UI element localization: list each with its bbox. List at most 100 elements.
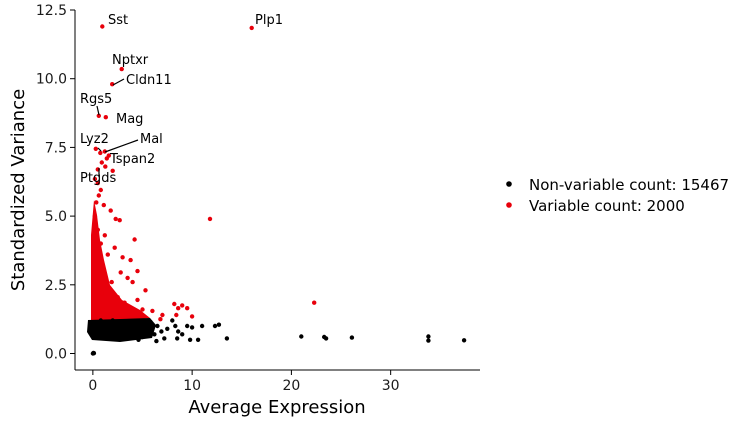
non-variable-point	[120, 326, 125, 331]
non-variable-point	[113, 329, 118, 334]
variable-point	[93, 146, 99, 151]
non-variable-point	[189, 325, 195, 330]
non-variable-point	[299, 334, 304, 339]
legend-dot-non-variable	[506, 181, 512, 187]
variable-point	[174, 312, 179, 318]
non-variable-point	[145, 323, 150, 329]
variable-point	[107, 312, 112, 318]
non-variable-point	[91, 351, 97, 356]
variable-point	[95, 180, 101, 186]
y-tick-label: 0.0	[45, 347, 67, 363]
non-variable-point	[165, 326, 170, 331]
variable-point	[98, 150, 103, 156]
non-variable-point	[155, 323, 160, 329]
non-variable-point	[180, 332, 185, 337]
legend-dot-variable	[506, 202, 512, 208]
y-tick-label: 10.0	[36, 72, 67, 88]
non-variable-point	[130, 323, 135, 329]
gene-label-rgs5: Rgs5	[80, 92, 112, 107]
non-variable-point	[98, 318, 104, 323]
variable-point	[180, 303, 185, 308]
variable-point	[158, 317, 163, 322]
non-variable-point	[187, 337, 193, 342]
non-variable-point	[93, 321, 99, 326]
gene-label-plp1: Plp1	[255, 13, 283, 28]
legend-label-non-variable: Non-variable count: 15467	[529, 176, 729, 194]
y-tick-label: 7.5	[45, 140, 67, 156]
non-variable-point	[108, 326, 113, 331]
variable-point	[117, 218, 122, 223]
axis-ticks: 0 10 20 30 0.0 2.5 5.0 7.5 10.0 12.5	[36, 3, 400, 394]
non-variable-point	[140, 334, 145, 340]
x-tick-label: 30	[382, 378, 400, 394]
variable-point	[120, 255, 125, 260]
non-variable-point	[426, 334, 431, 339]
gene-label-mag: Mag	[116, 112, 143, 127]
non-variable-point	[148, 319, 153, 325]
x-tick-label: 0	[88, 378, 97, 394]
non-variable-point	[102, 332, 108, 337]
gene-label-lyz2: Lyz2	[80, 132, 109, 147]
non-variable-point	[154, 338, 159, 344]
leader-line	[112, 78, 125, 86]
non-variable-point	[159, 329, 164, 334]
non-variable-point	[170, 318, 175, 323]
variable-point	[119, 66, 124, 72]
variable-point	[189, 314, 195, 319]
variable-point	[115, 295, 120, 300]
variable-point	[135, 268, 140, 274]
non-variable-point	[173, 323, 178, 329]
variable-point	[143, 288, 148, 293]
x-axis-title: Average Expression	[188, 397, 365, 418]
leader-line	[104, 139, 139, 153]
variable-dense-region	[91, 200, 150, 330]
non-variable-point	[195, 337, 201, 342]
legend-label-variable: Variable count: 2000	[529, 197, 685, 215]
variable-point	[94, 200, 99, 205]
variable-point	[140, 307, 145, 312]
variable-point	[249, 25, 254, 31]
variable-point	[110, 168, 115, 173]
gene-label-sst: Sst	[108, 13, 128, 28]
non-variable-point	[128, 334, 133, 340]
non-variable-point	[138, 321, 143, 326]
variable-point	[312, 300, 317, 305]
leader-line	[97, 147, 102, 152]
variable-point	[92, 176, 98, 182]
variable-point	[99, 160, 105, 165]
data-points	[90, 24, 467, 356]
non-variable-point	[185, 323, 190, 329]
variable-point	[92, 213, 98, 219]
non-variable-point	[175, 336, 180, 341]
variable-point	[128, 257, 133, 263]
variable-point	[103, 115, 109, 120]
non-variable-point	[224, 336, 230, 341]
variable-point	[135, 297, 140, 303]
non-variable-point	[142, 329, 147, 334]
variable-point	[114, 310, 119, 315]
non-variable-point	[152, 332, 157, 337]
non-variable-point	[349, 335, 355, 340]
variable-point	[105, 252, 111, 257]
variable-point	[102, 233, 108, 238]
non-variable-point	[216, 322, 222, 327]
variable-point	[98, 241, 104, 246]
variable-point	[106, 153, 112, 158]
variable-point	[95, 227, 101, 232]
gene-label-nptxr: Nptxr	[112, 53, 149, 68]
variable-point	[96, 113, 102, 119]
leader-line	[96, 105, 100, 116]
non-variable-point	[100, 323, 106, 329]
variable-point	[172, 301, 177, 307]
variable-point	[118, 270, 123, 275]
non-variable-point	[176, 329, 181, 334]
non-variable-point	[323, 336, 329, 341]
x-tick-label: 10	[183, 378, 201, 394]
legend: Non-variable count: 15467 Variable count…	[506, 176, 729, 215]
variable-point	[102, 149, 108, 154]
non-variable-point	[426, 338, 431, 343]
non-variable-point	[110, 318, 115, 323]
variable-point	[207, 216, 213, 222]
variable-point	[150, 308, 155, 314]
gene-label-ptgds: Ptgds	[80, 171, 116, 186]
